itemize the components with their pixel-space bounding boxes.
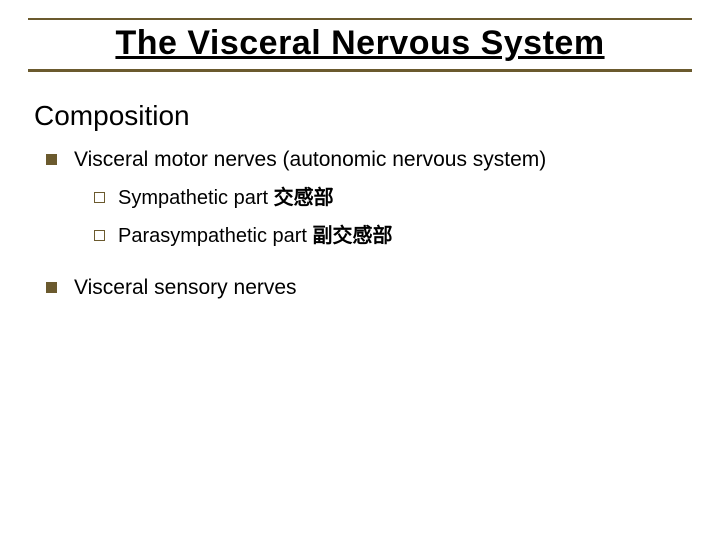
list-item-text: Visceral sensory nerves bbox=[74, 276, 297, 299]
list-item: Visceral sensory nerves bbox=[46, 274, 720, 302]
bullet-list-level1: Visceral motor nerves (autonomic nervous… bbox=[46, 146, 720, 303]
slide-title: The Visceral Nervous System bbox=[28, 24, 692, 63]
list-item: Visceral motor nerves (autonomic nervous… bbox=[46, 146, 720, 250]
list-item-cjk: 副交感部 bbox=[313, 225, 393, 247]
slide: The Visceral Nervous System Composition … bbox=[0, 18, 720, 558]
list-item: Parasympathetic part 副交感部 bbox=[94, 222, 720, 250]
section-heading: Composition bbox=[34, 100, 720, 132]
title-container: The Visceral Nervous System bbox=[28, 18, 692, 72]
list-item-cjk: 交感部 bbox=[274, 187, 334, 209]
bullet-list-level2: Sympathetic part 交感部 Parasympathetic par… bbox=[94, 184, 720, 250]
list-item: Sympathetic part 交感部 bbox=[94, 184, 720, 212]
list-item-text: Visceral motor nerves (autonomic nervous… bbox=[74, 148, 546, 171]
list-item-text: Sympathetic part bbox=[118, 187, 274, 209]
list-item-text: Parasympathetic part bbox=[118, 225, 313, 247]
